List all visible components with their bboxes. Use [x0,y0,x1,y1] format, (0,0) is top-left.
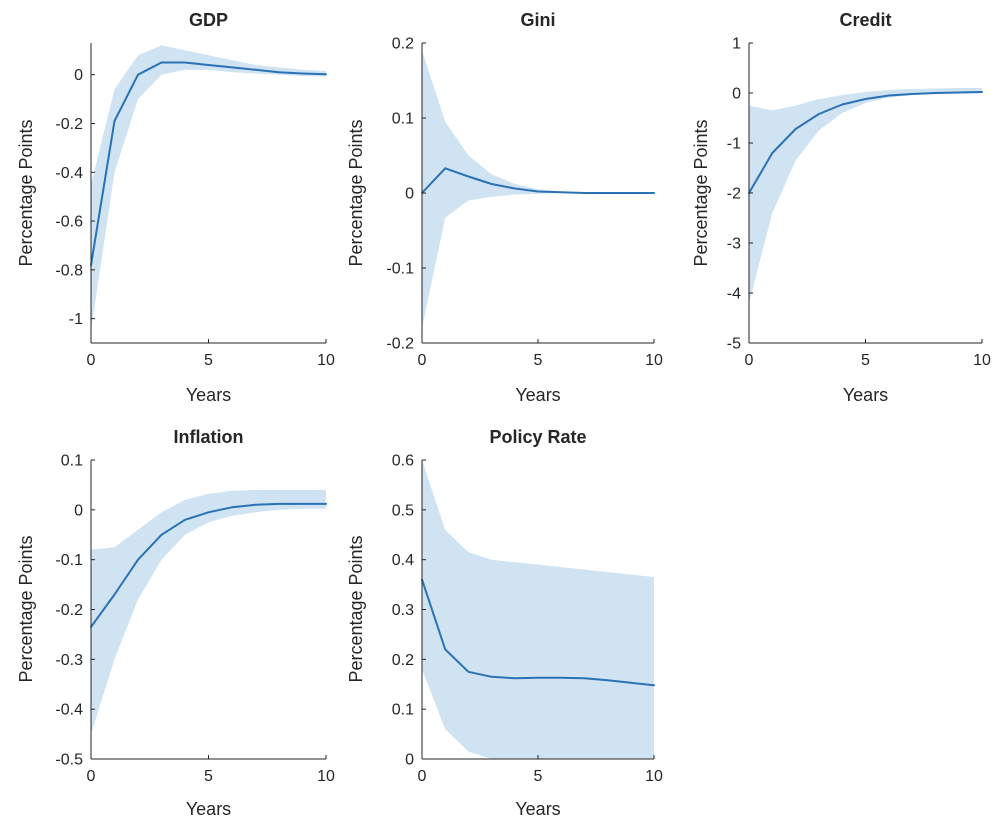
y-tick-label: -2 [727,186,741,203]
panel-title: Policy Rate [489,427,586,447]
y-tick-label: -5 [727,336,741,353]
median-response-line [90,61,327,266]
x-axis-label: Years [186,385,231,405]
y-tick-label: -0.6 [55,214,83,231]
y-tick-label: 0 [405,752,414,769]
y-tick-label: 0.5 [392,502,414,519]
panel-title: GDP [189,10,228,30]
confidence-band [422,50,654,328]
confidence-band [422,460,654,759]
y-axis-label: Percentage Points [346,535,366,682]
x-axis-label: Years [515,799,560,819]
y-tick-label: 0.1 [392,702,414,719]
x-tick-label: 10 [973,352,991,369]
x-tick-label: 0 [418,768,427,785]
x-tick-label: 0 [87,768,96,785]
confidence-band [749,88,982,303]
panel-title: Gini [521,10,556,30]
y-tick-label: 0.1 [61,453,83,470]
x-tick-label: 0 [418,352,427,369]
panel-title: Inflation [174,427,244,447]
panel-gdp: GDP Years Percentage Points -1 -0.8 -0.6 -0… [16,10,335,405]
median-response-line [90,502,327,628]
median-response-line [421,167,655,194]
y-tick-label: -0.2 [55,116,83,133]
panel-credit: Credit Years Percentage Points -5 -4 -3 -2 -… [691,10,991,405]
x-tick-label: 10 [645,352,663,369]
y-axis-label: Percentage Points [16,119,36,266]
y-tick-label: -0.5 [55,752,83,769]
y-axis-label: Percentage Points [16,535,36,682]
x-tick-label: 0 [87,352,96,369]
y-tick-label: -4 [727,286,741,303]
y-tick-label: 0 [74,502,83,519]
x-tick-label: 5 [534,768,543,785]
x-axis-label: Years [515,385,560,405]
y-tick-label: -0.4 [55,702,83,719]
x-tick-label: 5 [861,352,870,369]
x-tick-label: 5 [534,352,543,369]
median-response-line [748,91,983,194]
x-axis-label: Years [843,385,888,405]
y-tick-label: -0.2 [55,602,83,619]
panel-gini: Gini Years Percentage Points -0.2 -0.1 0 0.… [346,10,663,405]
y-tick-label: 0.3 [392,602,414,619]
y-tick-label: -0.8 [55,262,83,279]
x-tick-label: 10 [317,768,335,785]
y-tick-label: -0.1 [386,261,414,278]
panel-policy-rate: Policy Rate Years Percentage Points 0 0.1… [346,427,663,819]
y-tick-label: 0.1 [392,111,414,128]
x-tick-label: 5 [204,768,213,785]
y-tick-label: -0.4 [55,165,83,182]
y-tick-label: 0 [732,86,741,103]
x-tick-label: 0 [745,352,754,369]
y-tick-label: 0.2 [392,36,414,53]
y-tick-label: 1 [732,36,741,53]
x-tick-label: 5 [204,352,213,369]
confidence-band [91,45,326,331]
x-axis-label: Years [186,799,231,819]
y-tick-label: 0 [74,67,83,84]
y-tick-label: 0.6 [392,453,414,470]
median-response-line [421,578,655,687]
y-axis-label: Percentage Points [691,119,711,266]
y-tick-label: 0.2 [392,652,414,669]
y-tick-label: -3 [727,236,741,253]
y-tick-label: -0.1 [55,552,83,569]
y-tick-label: -0.2 [386,336,414,353]
panel-inflation: Inflation Years Percentage Points -0.5 -0… [16,427,335,819]
y-tick-label: 0.4 [392,552,414,569]
y-axis-label: Percentage Points [346,119,366,266]
y-tick-label: -0.3 [55,652,83,669]
y-tick-label: -1 [69,311,83,328]
x-tick-label: 10 [317,352,335,369]
panel-title: Credit [839,10,891,30]
x-tick-label: 10 [645,768,663,785]
confidence-band [91,489,326,735]
y-tick-label: -1 [727,136,741,153]
y-tick-label: 0 [405,186,414,203]
